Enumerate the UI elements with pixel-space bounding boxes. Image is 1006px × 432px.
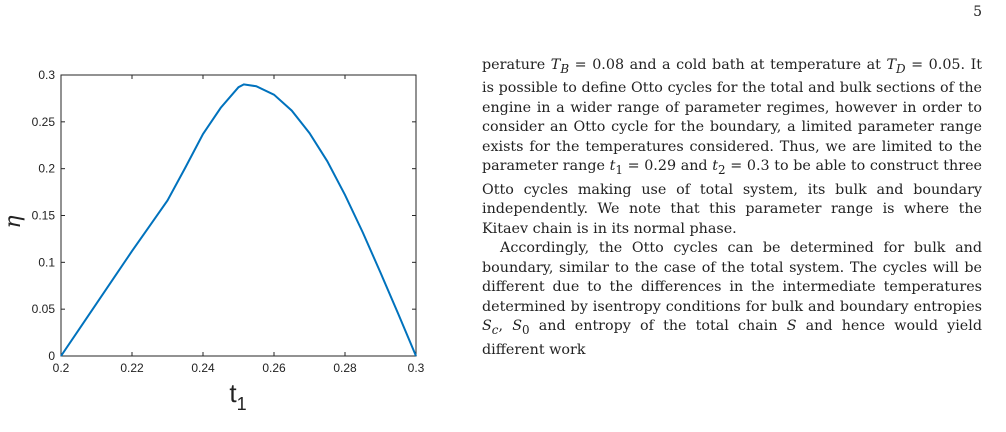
body-text-column: perature TB = 0.08 and a cold bath at te… bbox=[482, 56, 982, 360]
y-tick-label: 0.2 bbox=[38, 162, 55, 176]
y-tick-label: 0.25 bbox=[32, 115, 56, 129]
y-tick-label: 0.05 bbox=[32, 302, 56, 316]
efficiency-figure: 0 0.05 0.1 0.15 0.2 0.25 0.3 0.2 0.22 0.24 0.26 0.… bbox=[0, 60, 440, 432]
x-tick-label: 0.3 bbox=[408, 361, 425, 375]
y-tick-label: 0.1 bbox=[38, 255, 55, 269]
y-tick-label: 0.15 bbox=[32, 209, 56, 223]
x-axis-label-main: t bbox=[229, 378, 237, 408]
y-axis-ticks: 0 0.05 0.1 0.15 0.2 0.25 0.3 bbox=[32, 68, 416, 363]
x-axis-label: t1 bbox=[229, 378, 246, 414]
x-tick-label: 0.22 bbox=[120, 361, 144, 375]
page-number: 5 bbox=[973, 4, 982, 20]
y-tick-label: 0 bbox=[48, 349, 55, 363]
x-axis-label-sub: 1 bbox=[237, 394, 247, 414]
y-tick-label: 0.3 bbox=[38, 68, 55, 82]
paragraph-2: Accordingly, the Otto cycles can be dete… bbox=[482, 240, 982, 358]
x-tick-label: 0.24 bbox=[191, 361, 215, 375]
x-tick-label: 0.28 bbox=[333, 361, 357, 375]
x-tick-label: 0.2 bbox=[53, 361, 70, 375]
plot-frame bbox=[60, 74, 417, 357]
x-tick-label: 0.26 bbox=[262, 361, 286, 375]
efficiency-chart: 00.050.10.150.20.250.3 0.2 0.22 0.24 0.26 0.… bbox=[1, 68, 425, 414]
paragraph-1: perature TB = 0.08 and a cold bath at te… bbox=[482, 57, 983, 237]
x-axis-ticks: 0.2 0.22 0.24 0.26 0.28 0.3 bbox=[53, 75, 425, 375]
efficiency-curve bbox=[60, 83, 417, 357]
y-axis-label: η bbox=[1, 215, 26, 228]
